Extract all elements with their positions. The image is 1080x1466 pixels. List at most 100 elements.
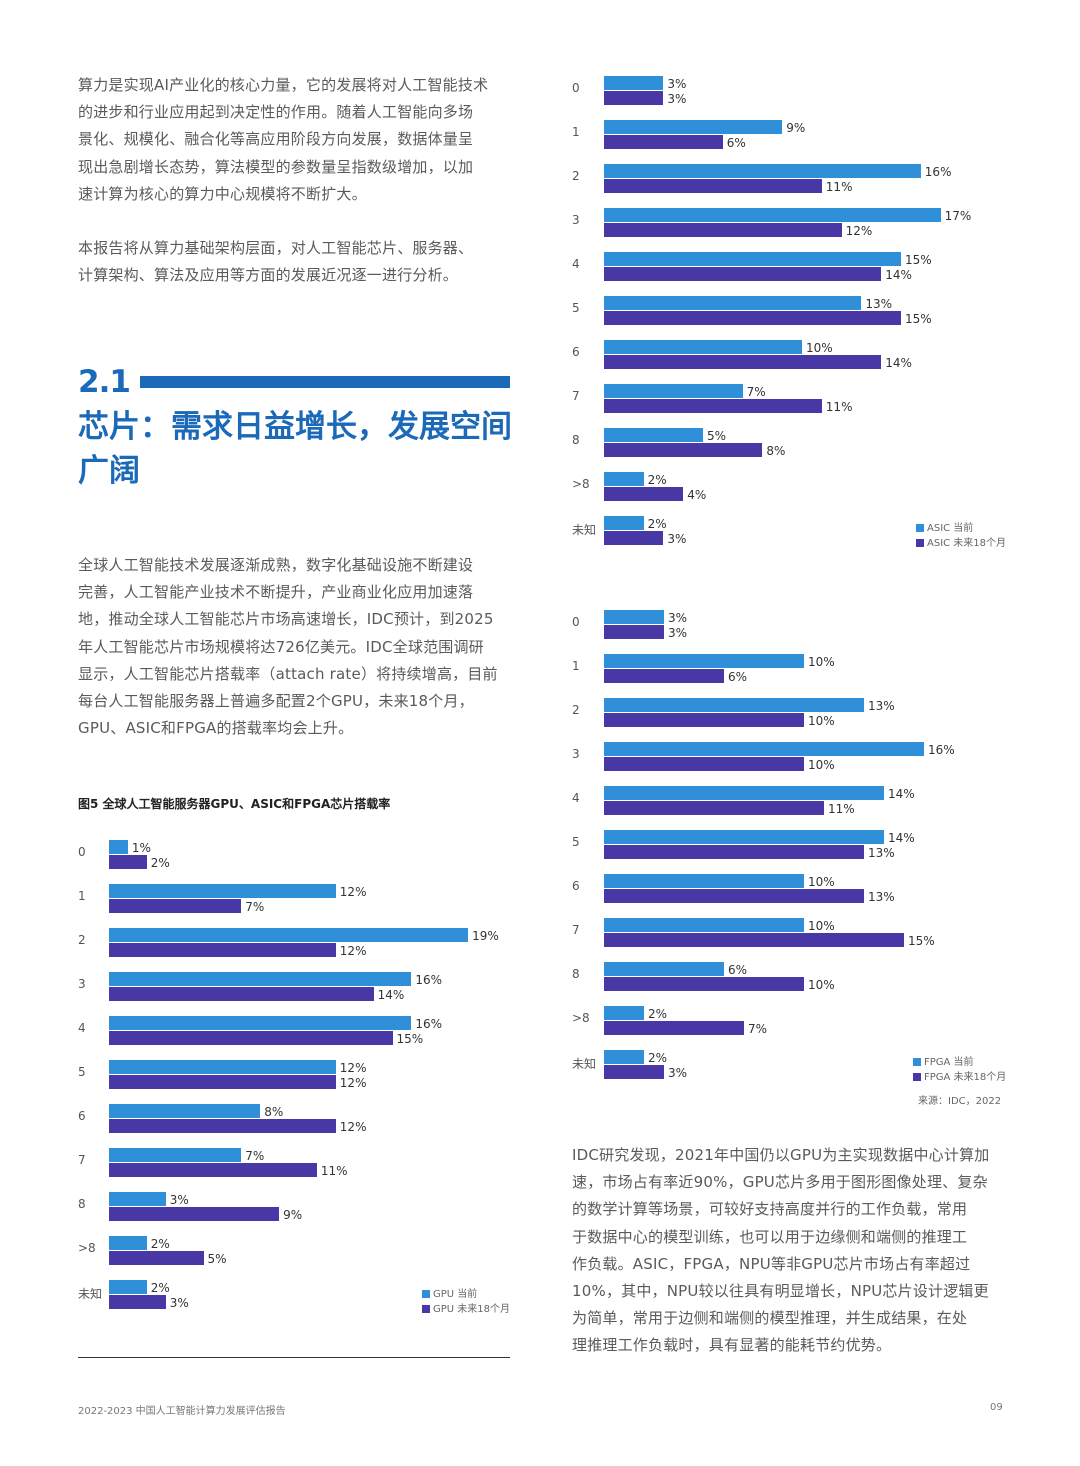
category-label: 2 [572, 169, 580, 183]
data-label: 14% [888, 787, 915, 801]
bar-future [109, 1295, 166, 1309]
bar-current [604, 516, 644, 530]
data-label: 12% [339, 1076, 367, 1090]
data-label: 16% [415, 973, 443, 987]
intro-paragraph-2: 本报告将从算力基础架构层面，对人工智能芯片、服务器、 计算架构、算法及应用等方面的… [78, 235, 473, 289]
data-label: 7% [245, 1149, 265, 1163]
data-label: 17% [944, 209, 972, 223]
data-label: 10% [808, 978, 835, 992]
bar-future [109, 1119, 336, 1133]
data-label: 3% [169, 1296, 189, 1310]
data-label: 2% [648, 1007, 668, 1021]
bar-current [604, 918, 804, 932]
data-label: 8% [766, 444, 786, 458]
bar-future [604, 443, 763, 457]
data-label: 10% [808, 919, 835, 933]
category-label: >8 [572, 477, 590, 491]
text-line: 的进步和行业应用起到决定性的作用。随着人工智能向多场 [78, 103, 474, 122]
data-label: 11% [825, 400, 853, 414]
data-label: 10% [808, 875, 835, 889]
bar-current [604, 830, 884, 844]
legend-label: GPU 未来18个月 [433, 1304, 511, 1315]
bar-future [604, 487, 684, 501]
category-label: 2 [78, 933, 86, 947]
category-label: 8 [78, 1197, 86, 1211]
bar-future [109, 1207, 280, 1221]
intro-paragraph-1: 算力是实现AI产业化的核心力量，它的发展将对人工智能技术 的进步和行业应用起到决定… [78, 72, 488, 208]
category-label: 3 [572, 747, 580, 761]
figure-title: 图5 全球人工智能服务器GPU、ASIC和FPGA芯片搭载率 [78, 797, 391, 811]
bar-current [109, 840, 128, 854]
bar-future [109, 1251, 204, 1265]
text-line: 的数学计算等场景，可较好支持高度并行的工作负载，常用 [572, 1200, 968, 1219]
category-label: >8 [572, 1011, 590, 1025]
legend-label: FPGA 当前 [924, 1057, 974, 1068]
bar-future [604, 757, 804, 771]
category-label: >8 [78, 1241, 96, 1255]
data-label: 11% [828, 802, 855, 816]
bar-current [604, 962, 724, 976]
legend-item: GPU 当前 [422, 1287, 510, 1302]
legend-swatch [916, 539, 924, 547]
text-line: 速，市场占有率近90%，GPU芯片多用于图形图像处理、复杂 [572, 1173, 988, 1192]
text-line: 10%，其中，NPU较以往具有明显增长，NPU芯片设计逻辑更 [572, 1282, 989, 1301]
category-label: 5 [572, 835, 580, 849]
data-label: 3% [668, 611, 688, 625]
category-label: 6 [572, 879, 580, 893]
bar-current [109, 884, 336, 898]
bar-current [604, 208, 941, 222]
data-label: 12% [845, 224, 873, 238]
bar-future [604, 267, 882, 281]
data-label: 10% [808, 758, 835, 772]
bar-current [604, 610, 664, 624]
data-label: 13% [865, 297, 893, 311]
data-label: 10% [808, 714, 835, 728]
data-label: 9% [786, 121, 806, 135]
data-label: 7% [245, 900, 265, 914]
data-label: 16% [924, 165, 952, 179]
data-label: 4% [687, 488, 707, 502]
data-label: 2% [150, 856, 170, 870]
data-label: 11% [825, 180, 853, 194]
text-line: 速计算为核心的算力中心规模将不断扩大。 [78, 184, 367, 203]
data-label: 10% [806, 341, 833, 355]
text-line: 完善，人工智能产业技术不断提升，产业商业化应用加速落 [78, 583, 474, 602]
bar-future [604, 223, 842, 237]
bar-future [604, 977, 804, 991]
data-label: 6% [726, 136, 746, 150]
bar-current [109, 1148, 242, 1162]
legend-item: FPGA 未来18个月 [913, 1070, 1006, 1085]
data-label: 2% [150, 1237, 170, 1251]
data-label: 3% [668, 626, 688, 640]
data-label: 14% [885, 268, 912, 282]
category-label: 7 [572, 923, 580, 937]
category-label: 7 [78, 1153, 86, 1167]
data-label: 15% [908, 934, 935, 948]
bar-future [604, 91, 664, 105]
data-label: 5% [707, 429, 727, 443]
section-rule [140, 376, 510, 388]
text-line: 本报告将从算力基础架构层面，对人工智能芯片、服务器、 [78, 239, 474, 257]
data-label: 1% [131, 841, 151, 855]
bar-current [604, 786, 884, 800]
data-label: 10% [808, 655, 835, 669]
data-label: 12% [339, 885, 367, 899]
bar-future [604, 713, 804, 727]
bar-current [604, 252, 901, 266]
data-label: 2% [647, 473, 667, 487]
bar-future [604, 625, 664, 639]
legend-label: FPGA 未来18个月 [924, 1072, 1007, 1083]
data-label: 13% [868, 699, 895, 713]
category-label: 6 [572, 345, 580, 359]
data-label: 13% [868, 846, 895, 860]
legend-label: ASIC 未来18个月 [927, 538, 1007, 549]
bar-future [109, 855, 147, 869]
text-line: 地，推动全球人工智能芯片市场高速增长，IDC预计，到2025 [78, 610, 494, 629]
category-label: 0 [78, 845, 86, 859]
data-label: 16% [415, 1017, 443, 1031]
data-label: 12% [339, 1061, 367, 1075]
bar-future [604, 311, 901, 325]
text-line: 理推理工作负载时，具有显著的能耗节约优势。 [572, 1336, 892, 1355]
text-line: 现出急剧增长态势，算法模型的参数量呈指数级增加，以加 [78, 157, 474, 176]
bar-current [604, 874, 804, 888]
